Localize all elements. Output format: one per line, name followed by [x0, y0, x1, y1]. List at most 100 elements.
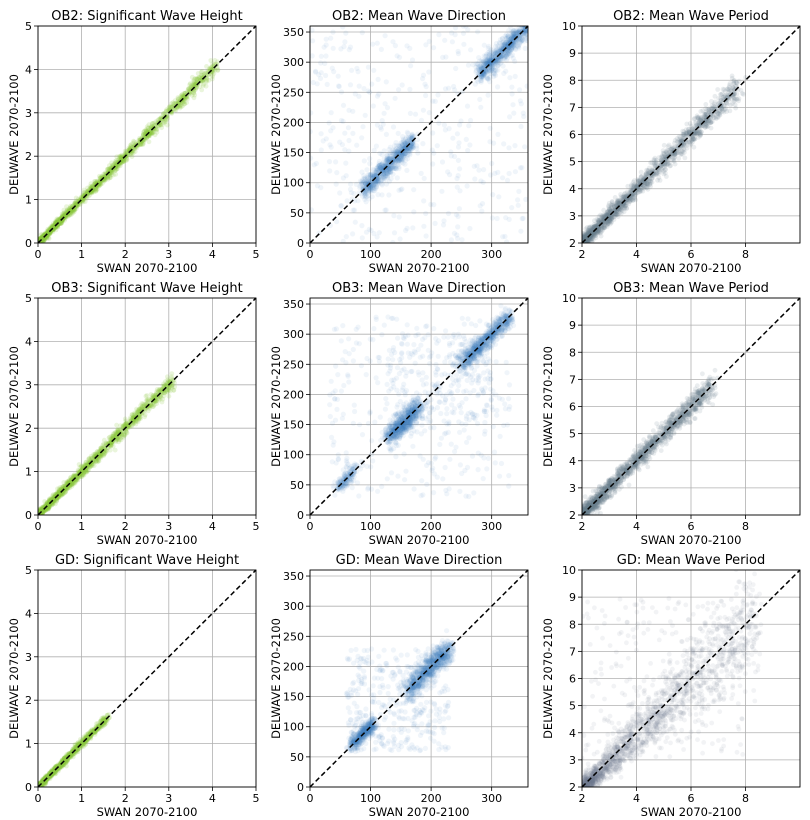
- data-point: [382, 170, 389, 176]
- data-point: [398, 145, 404, 151]
- x-tick-label: 2: [579, 248, 586, 261]
- data-point: [362, 175, 368, 181]
- data-point: [506, 47, 513, 54]
- data-point: [519, 216, 525, 222]
- data-point: [491, 51, 497, 57]
- data-point: [486, 59, 492, 65]
- data-point: [515, 43, 521, 50]
- data-point: [370, 182, 376, 189]
- data-point: [124, 150, 130, 156]
- data-point: [357, 185, 363, 191]
- data-point: [52, 224, 58, 230]
- data-point: [503, 43, 509, 49]
- data-point: [391, 166, 397, 172]
- data-point: [69, 207, 75, 213]
- data-point: [650, 168, 656, 173]
- data-point: [450, 135, 456, 141]
- data-point: [508, 36, 514, 42]
- data-point: [514, 29, 520, 35]
- data-point: [392, 159, 398, 166]
- data-point: [388, 163, 394, 169]
- y-tick-label: 4: [25, 63, 32, 76]
- data-point: [511, 27, 517, 33]
- data-point: [152, 132, 158, 138]
- data-point: [399, 152, 406, 158]
- data-point: [401, 145, 407, 151]
- data-point: [481, 58, 487, 64]
- data-point: [61, 207, 67, 213]
- data-point: [189, 92, 195, 98]
- data-point: [478, 79, 484, 85]
- y-axis-label: DELWAVE 2070-2100: [269, 74, 283, 195]
- data-point: [392, 95, 398, 101]
- data-point: [517, 39, 523, 45]
- data-point: [497, 48, 503, 54]
- data-point: [374, 167, 381, 173]
- data-point: [158, 116, 163, 122]
- data-point: [372, 172, 378, 178]
- data-point: [352, 198, 358, 204]
- data-point: [490, 65, 496, 71]
- data-point: [523, 29, 528, 35]
- data-point: [525, 18, 530, 23]
- data-point: [55, 217, 60, 223]
- data-point: [387, 156, 393, 162]
- data-point: [502, 40, 508, 46]
- data-point: [408, 144, 414, 150]
- data-point: [380, 172, 386, 178]
- data-point: [500, 234, 506, 240]
- data-point: [494, 55, 500, 61]
- data-point: [383, 162, 389, 168]
- data-point: [323, 36, 329, 42]
- data-point: [454, 175, 460, 182]
- data-point: [451, 153, 458, 160]
- x-tick-label: 0: [307, 248, 314, 261]
- data-point: [477, 67, 483, 73]
- data-point: [384, 162, 390, 168]
- data-point: [409, 132, 415, 138]
- data-point: [399, 143, 405, 149]
- data-point: [398, 156, 404, 162]
- data-point: [390, 164, 396, 171]
- data-point: [89, 184, 95, 190]
- data-point: [483, 58, 489, 64]
- data-point: [60, 214, 65, 220]
- data-point: [118, 155, 124, 161]
- data-point: [389, 156, 395, 163]
- data-point: [500, 42, 507, 48]
- data-point: [84, 190, 90, 196]
- data-point: [410, 138, 416, 144]
- data-point: [399, 157, 405, 163]
- data-point: [492, 71, 498, 77]
- data-point: [630, 198, 636, 204]
- data-point: [324, 81, 330, 87]
- data-point: [495, 48, 501, 55]
- data-point: [613, 209, 618, 215]
- data-point: [523, 28, 528, 34]
- data-point: [497, 60, 503, 66]
- data-point: [360, 124, 366, 130]
- data-point: [340, 102, 347, 108]
- data-point: [107, 166, 113, 172]
- data-point: [400, 136, 406, 142]
- data-point: [477, 64, 483, 70]
- data-point: [375, 177, 381, 183]
- data-point: [721, 87, 727, 93]
- data-point: [164, 113, 170, 119]
- data-point: [483, 58, 489, 64]
- data-point: [40, 237, 46, 243]
- data-point: [95, 181, 101, 187]
- data-point: [364, 167, 370, 173]
- data-point: [352, 91, 358, 97]
- data-point: [390, 150, 396, 156]
- data-point: [692, 124, 697, 129]
- data-point: [375, 163, 381, 169]
- data-point: [503, 53, 509, 59]
- data-point: [386, 170, 392, 176]
- data-point: [687, 121, 693, 126]
- data-point: [624, 197, 630, 203]
- data-point: [406, 146, 413, 152]
- data-point: [441, 122, 447, 128]
- data-point: [383, 131, 389, 137]
- data-point: [405, 148, 411, 154]
